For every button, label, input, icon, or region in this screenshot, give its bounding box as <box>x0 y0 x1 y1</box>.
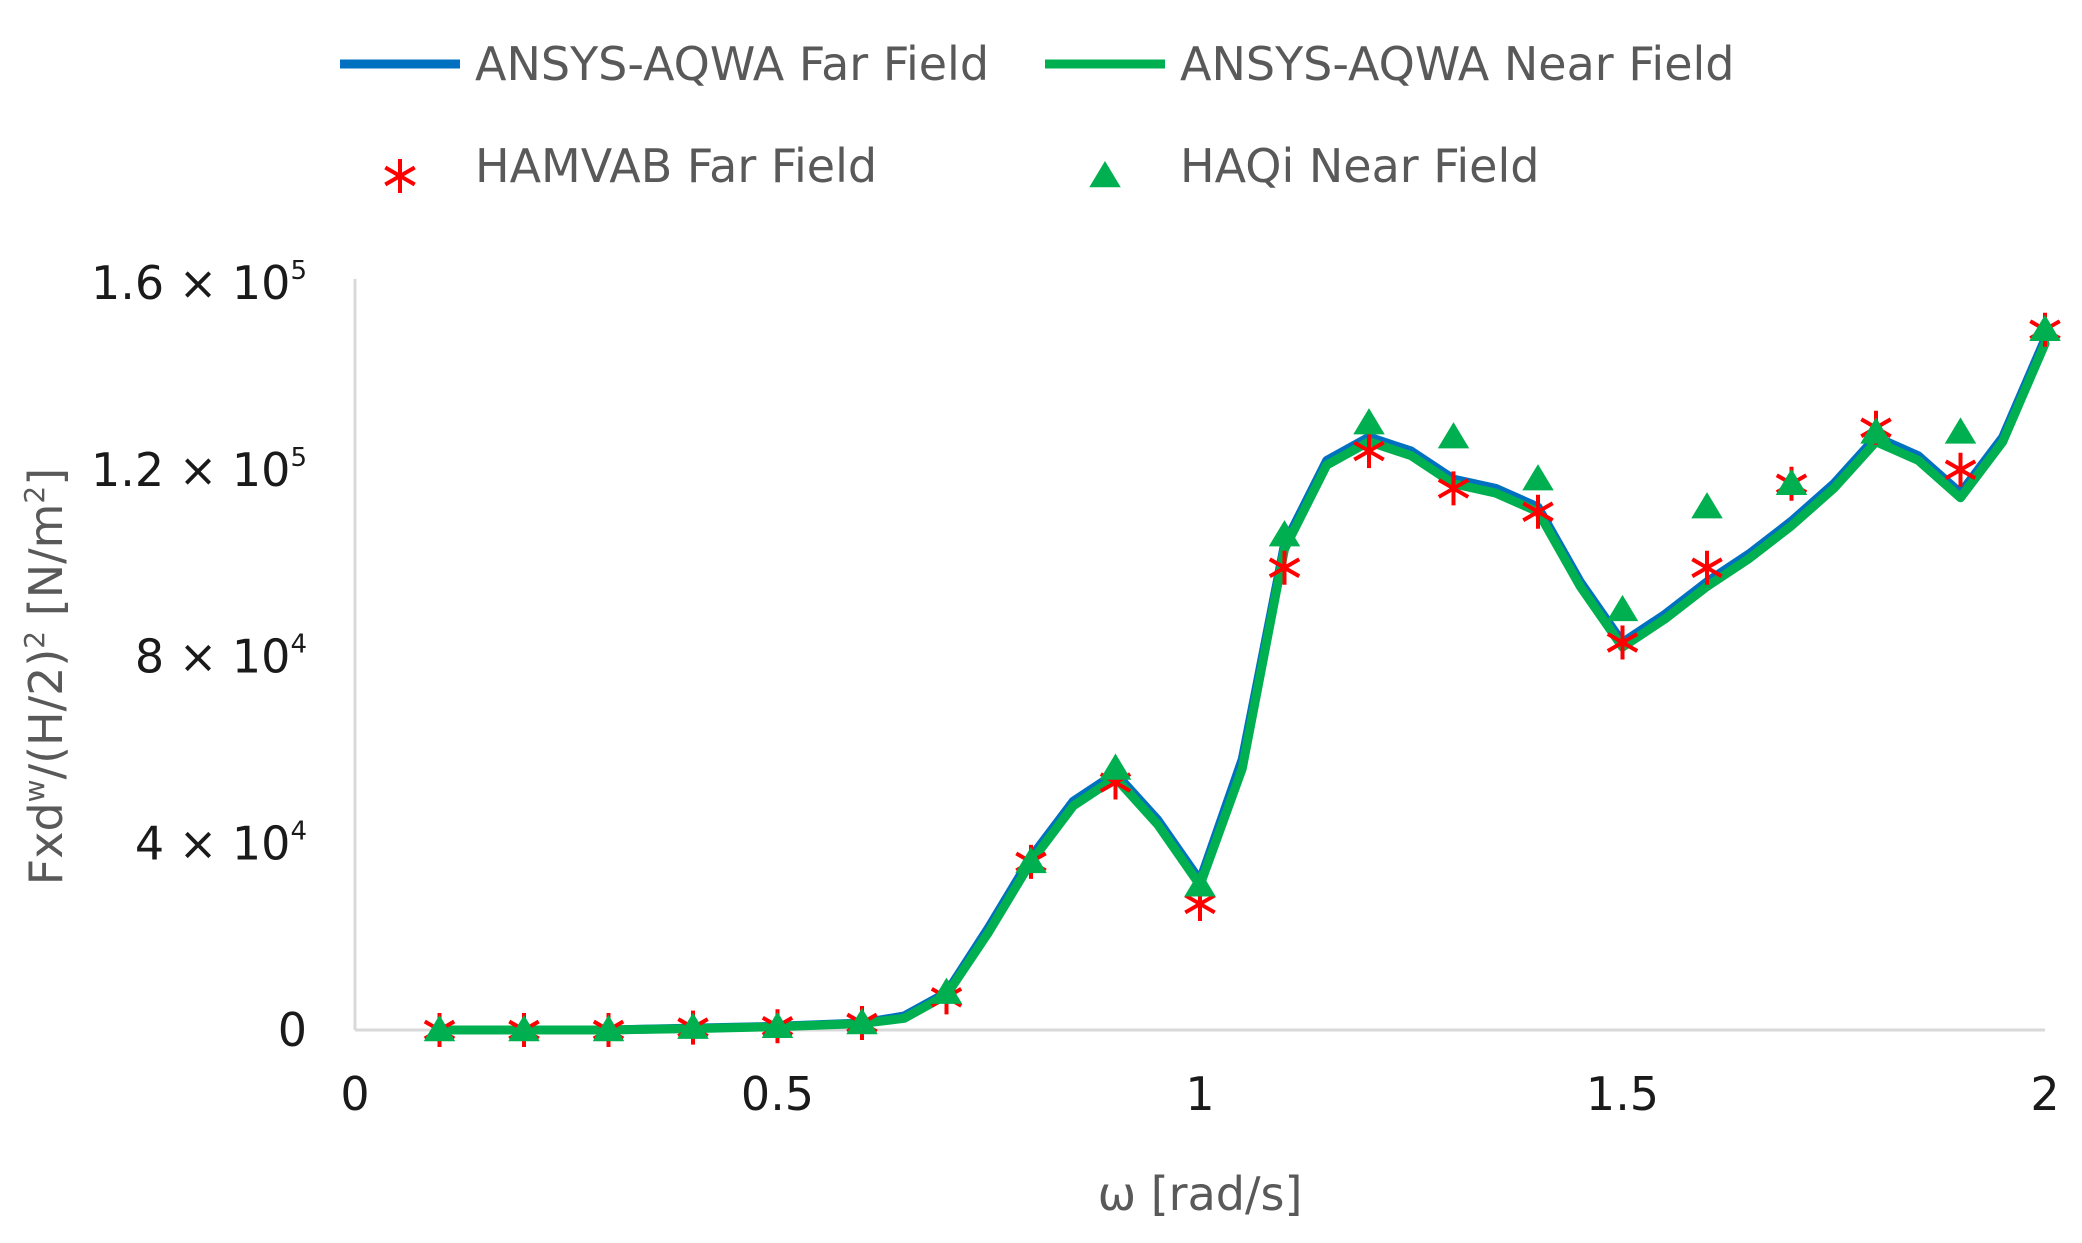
series-line <box>435 339 2050 1035</box>
legend-item: HAMVAB Far Field <box>384 139 877 193</box>
triangle-marker <box>1860 417 1892 444</box>
triangle-marker <box>592 1015 625 1042</box>
legend-item: HAQi Near Field <box>1089 139 1539 193</box>
y-tick-label: 0 <box>278 1003 307 1057</box>
triangle-marker <box>1691 492 1723 519</box>
series-haqi-near-field <box>423 314 2061 1042</box>
legend-label: HAMVAB Far Field <box>475 139 877 193</box>
axes: 0 0.5 1 1.5 2 0 4 × 104 8 × 104 1.2 × 105 1.6 × 1… <box>91 256 2060 1121</box>
triangle-marker <box>1944 417 1977 444</box>
y-axis-title: Fxdw/(H/2)2 [N/m2] <box>18 468 73 885</box>
x-tick-label: 1.5 <box>1586 1067 1659 1121</box>
x-tick-label: 0.5 <box>741 1067 814 1121</box>
asterisk-marker <box>1522 494 1554 529</box>
triangle-marker <box>1099 753 1132 780</box>
triangle-marker <box>846 1007 878 1035</box>
series-group <box>423 312 2061 1047</box>
y-tick-label: 1.2 × 105 <box>91 443 307 497</box>
legend-label: ANSYS-AQWA Far Field <box>475 37 989 91</box>
legend-item: ANSYS-AQWA Near Field <box>1045 37 1735 91</box>
series-hamvab-far-field <box>423 312 2061 1047</box>
triangle-marker <box>508 1015 540 1042</box>
legend-item: ANSYS-AQWA Far Field <box>340 37 989 91</box>
triangle-marker <box>1184 870 1216 897</box>
asterisk-marker <box>1691 550 1723 585</box>
y-tick-label: 1.6 × 105 <box>91 256 307 310</box>
x-tick-label: 1 <box>1185 1067 1214 1121</box>
x-tick-label: 2 <box>2030 1067 2059 1121</box>
y-tick-label: 8 × 104 <box>135 630 307 684</box>
triangle-marker <box>1775 468 1808 496</box>
asterisk-marker <box>1437 471 1470 506</box>
triangle-marker <box>423 1015 456 1042</box>
triangle-marker <box>677 1012 709 1039</box>
legend: ANSYS-AQWA Far Field ANSYS-AQWA Near Fiel… <box>340 37 1735 193</box>
x-tick-label: 0 <box>340 1067 369 1121</box>
triangle-marker <box>1522 464 1554 491</box>
series-ansys-aqwa-near-field <box>435 339 2050 1035</box>
triangle-marker <box>1353 408 1385 435</box>
triangle-marker <box>1606 594 1639 622</box>
triangle-marker <box>1268 520 1301 547</box>
asterisk-marker <box>1353 434 1385 469</box>
triangle-marker <box>2029 314 2061 341</box>
x-axis-title: ω [rad/s] <box>1098 1167 1303 1221</box>
triangle-marker <box>930 977 963 1004</box>
triangle-marker <box>1089 161 1121 188</box>
series-line <box>435 334 2050 1035</box>
asterisk-marker <box>1606 625 1639 660</box>
asterisk-marker <box>1268 550 1301 585</box>
legend-label: ANSYS-AQWA Near Field <box>1180 37 1735 91</box>
triangle-marker <box>1437 422 1470 449</box>
triangle-marker <box>761 1011 794 1038</box>
asterisk-marker <box>1944 452 1977 487</box>
legend-label: HAQi Near Field <box>1180 139 1539 193</box>
series-ansys-aqwa-far-field <box>435 334 2050 1035</box>
asterisk-marker <box>384 159 416 193</box>
y-tick-label: 4 × 104 <box>135 816 307 870</box>
triangle-marker <box>1015 846 1047 874</box>
